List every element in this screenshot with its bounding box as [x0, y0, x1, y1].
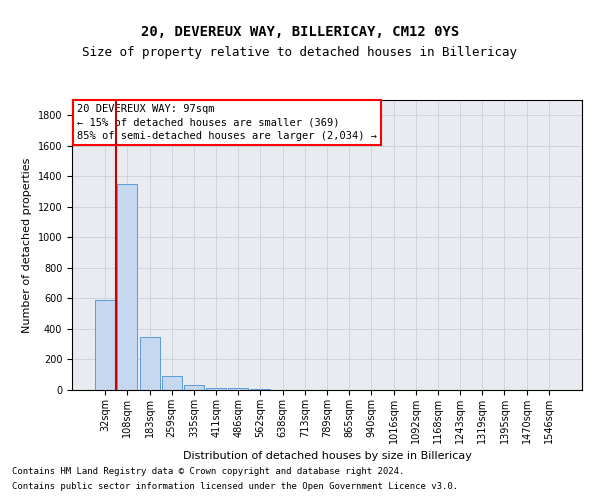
- Bar: [228, 388, 248, 390]
- Bar: [250, 389, 271, 390]
- Text: Contains public sector information licensed under the Open Government Licence v3: Contains public sector information licen…: [12, 482, 458, 491]
- Bar: [184, 386, 204, 390]
- X-axis label: Distribution of detached houses by size in Billericay: Distribution of detached houses by size …: [182, 452, 472, 462]
- Text: 20 DEVEREUX WAY: 97sqm
← 15% of detached houses are smaller (369)
85% of semi-de: 20 DEVEREUX WAY: 97sqm ← 15% of detached…: [77, 104, 377, 141]
- Bar: [95, 300, 115, 390]
- Text: Contains HM Land Registry data © Crown copyright and database right 2024.: Contains HM Land Registry data © Crown c…: [12, 467, 404, 476]
- Bar: [140, 336, 160, 390]
- Text: Size of property relative to detached houses in Billericay: Size of property relative to detached ho…: [83, 46, 517, 59]
- Bar: [206, 388, 226, 390]
- Y-axis label: Number of detached properties: Number of detached properties: [22, 158, 32, 332]
- Bar: [118, 184, 137, 390]
- Bar: [162, 376, 182, 390]
- Text: 20, DEVEREUX WAY, BILLERICAY, CM12 0YS: 20, DEVEREUX WAY, BILLERICAY, CM12 0YS: [141, 26, 459, 40]
